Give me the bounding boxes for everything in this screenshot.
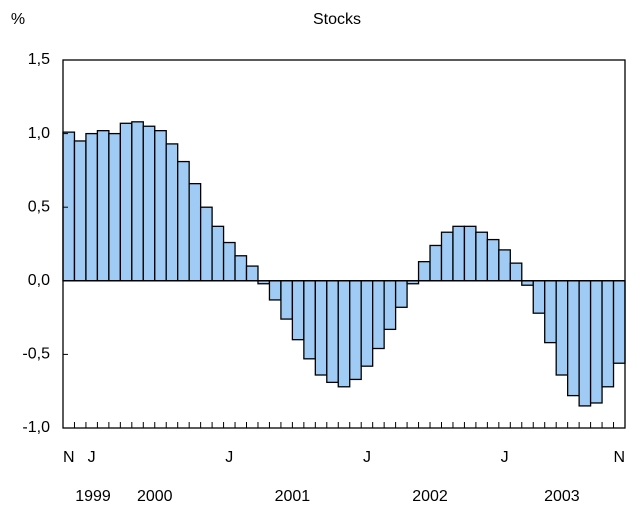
bar [555, 280, 569, 376]
y-tick-label: 1,0 [28, 125, 50, 142]
bar [73, 140, 87, 282]
y-axis-label: % [11, 11, 25, 28]
bar [417, 261, 431, 282]
bar [337, 280, 351, 388]
bar [589, 280, 603, 404]
bar [440, 231, 454, 282]
y-tick-label: 0,0 [28, 272, 50, 289]
bar [119, 122, 133, 282]
plot-border [62, 59, 626, 429]
bar [383, 280, 397, 331]
bar [475, 231, 489, 282]
x-tick-label: N [613, 449, 625, 466]
bar [463, 225, 477, 282]
bar [199, 206, 213, 282]
bar [154, 130, 167, 282]
x-group-label: 2003 [544, 488, 580, 505]
bar [452, 225, 466, 282]
y-tick-label: -1,0 [22, 419, 50, 436]
bar [131, 121, 144, 282]
x-group-label: 1999 [75, 488, 111, 505]
bar [96, 130, 110, 282]
bar [372, 280, 385, 350]
bar [108, 132, 121, 282]
x-tick-label: N [63, 449, 75, 466]
x-group-label: 2001 [275, 488, 311, 505]
bar [62, 131, 76, 282]
bar [291, 280, 305, 341]
y-tick-label: 1,5 [28, 51, 50, 68]
bar [349, 280, 362, 381]
x-tick-label: J [501, 449, 509, 466]
bar [544, 280, 557, 344]
bar [394, 280, 408, 308]
bar [486, 238, 500, 282]
bar [498, 249, 511, 282]
bar [612, 280, 626, 364]
bar [85, 132, 99, 282]
bar [177, 160, 190, 282]
chart-title: Stocks [313, 11, 361, 28]
x-tick-label: J [88, 449, 96, 466]
bar [326, 280, 339, 384]
bar [578, 280, 592, 407]
y-tick-label: -0,5 [22, 346, 50, 363]
bar [142, 125, 156, 282]
bar [165, 143, 179, 282]
bar [567, 280, 580, 397]
bar [268, 280, 282, 301]
x-tick-label: J [363, 449, 371, 466]
y-tick-label: 0,5 [28, 198, 50, 215]
x-group-label: 2000 [137, 488, 173, 505]
bar [211, 225, 225, 282]
x-group-label: 2002 [412, 488, 448, 505]
x-tick-label: J [225, 449, 233, 466]
bar [532, 280, 546, 314]
bar [188, 182, 202, 282]
bar [314, 280, 328, 376]
bar [429, 244, 443, 282]
bar [234, 255, 248, 282]
bar [601, 280, 615, 388]
bar [303, 280, 316, 360]
bar [360, 280, 374, 367]
bar [222, 241, 236, 282]
bar [280, 280, 294, 320]
bar [245, 265, 259, 282]
bar [509, 262, 523, 282]
